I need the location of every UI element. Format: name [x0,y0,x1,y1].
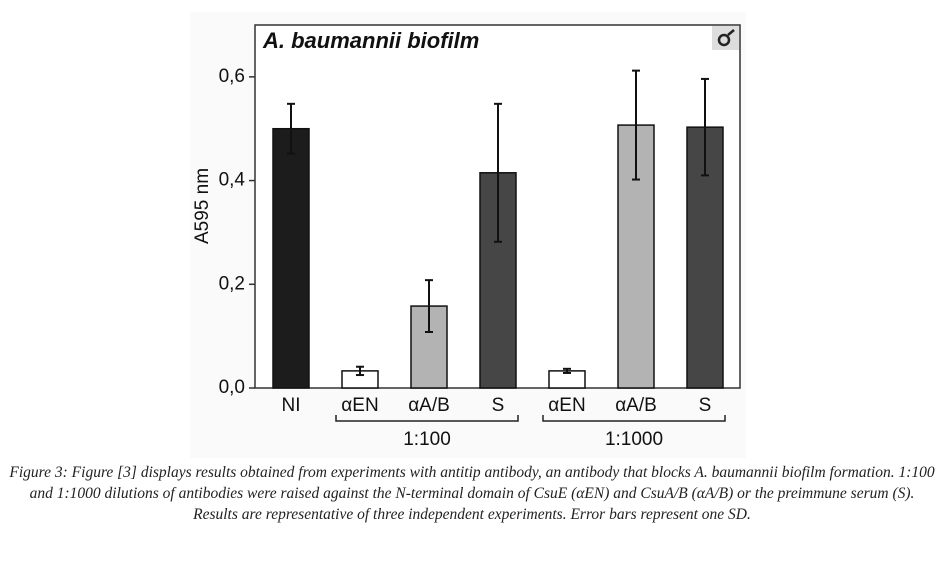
x-tick-label: S [492,395,505,416]
caption: Figure 3: Figure [3] displays results ob… [9,464,935,523]
group-bracket [335,415,519,422]
x-tick-label: αA/B [408,395,450,416]
bar [272,127,310,389]
chart-title: A. baumannii biofilm [262,28,479,53]
y-tick-label: 0,6 [219,66,245,87]
y-axis-label: A595 nm [192,168,213,244]
y-tick-label: 0,0 [219,377,245,398]
x-tick-label: αA/B [615,395,657,416]
group-label: 1:1000 [605,429,663,450]
x-tick-label: S [699,395,712,416]
y-tick-label: 0,2 [219,273,245,294]
icon-bg [712,26,739,50]
chart: A. baumannii biofilm A595 nm 0,0 0,2 0,4 0,… [192,24,741,451]
icon [727,29,735,36]
x-tick-label: αEN [548,395,585,416]
bar [410,305,448,389]
x-tick-label: NI [282,395,301,416]
group-label: 1:100 [403,429,451,450]
icon [717,33,731,47]
group-bracket [542,415,726,422]
x-tick-label: αEN [341,395,378,416]
y-tick-label: 0,4 [219,170,246,191]
